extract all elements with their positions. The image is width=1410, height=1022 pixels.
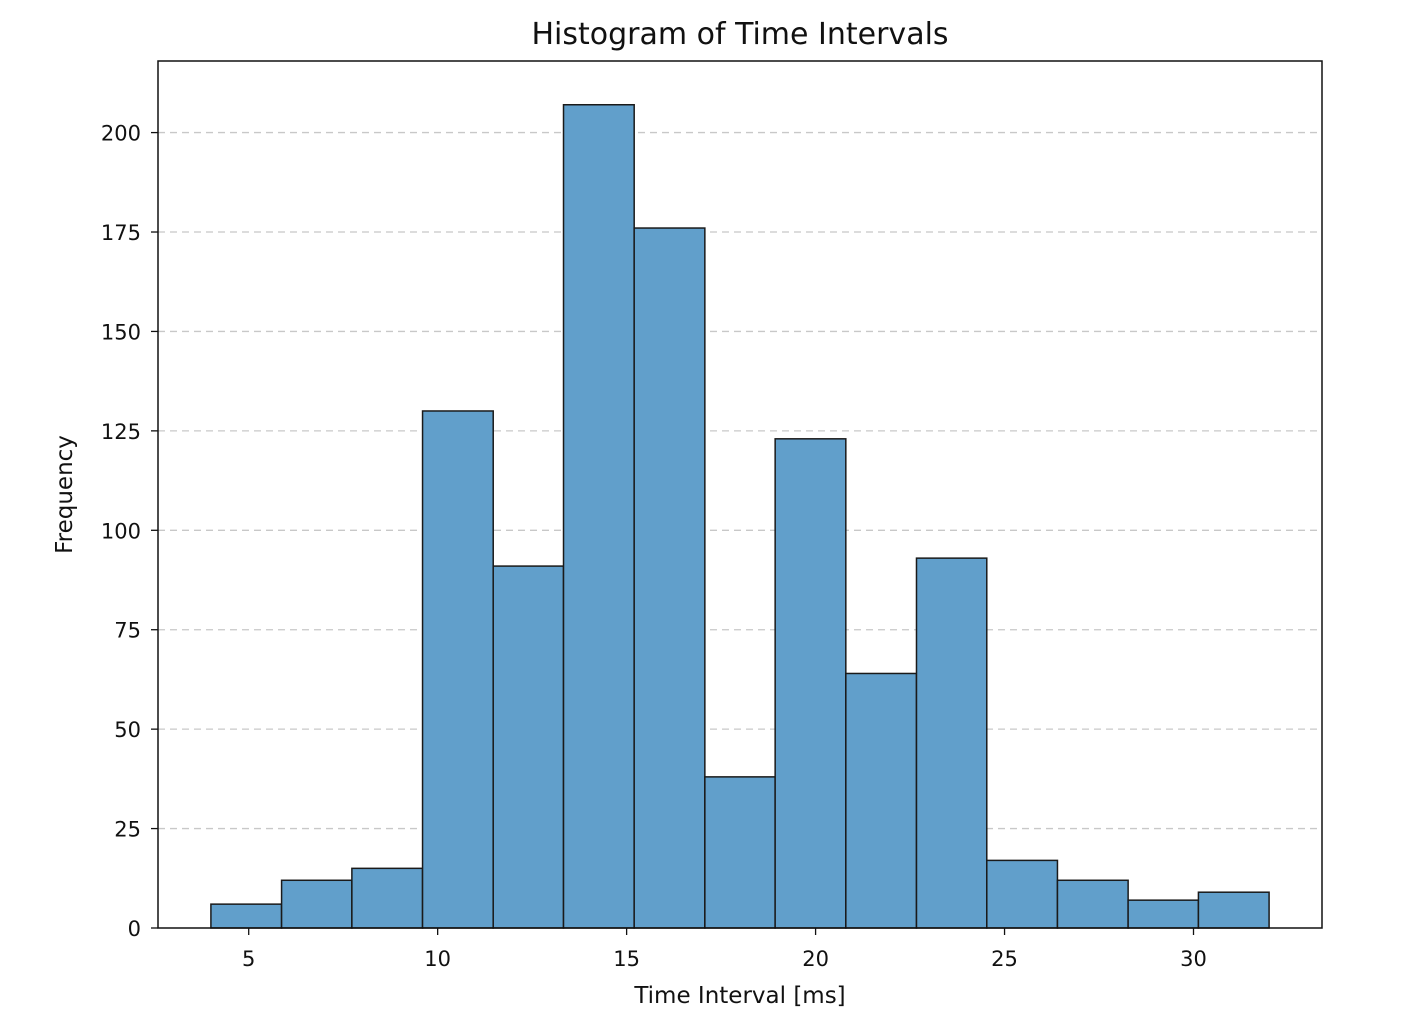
y-tick-label: 100 xyxy=(101,519,141,543)
histogram-bar xyxy=(210,903,283,929)
y-axis-ticks: 0 25 50 75 100 125 150 175 200 xyxy=(101,122,158,941)
x-tick-label: 10 xyxy=(424,947,451,971)
histogram-bar xyxy=(774,438,847,929)
histogram-bar xyxy=(915,557,988,929)
histogram-bar xyxy=(1197,891,1270,929)
x-axis-label: Time Interval [ms] xyxy=(633,983,845,1009)
x-tick-label: 20 xyxy=(802,947,829,971)
y-axis-label: Frequency xyxy=(52,435,78,554)
plot-frame xyxy=(157,60,1323,929)
histogram-bars xyxy=(210,103,1270,929)
y-tick-label: 125 xyxy=(101,420,141,444)
y-tick-label: 200 xyxy=(101,122,141,146)
x-tick-label: 25 xyxy=(991,947,1018,971)
y-tick-label: 50 xyxy=(114,718,141,742)
histogram-bar xyxy=(633,227,706,929)
chart-title: Histogram of Time Intervals xyxy=(531,17,948,52)
histogram-bar xyxy=(845,672,918,929)
histogram-bar xyxy=(986,859,1059,929)
histogram-bar xyxy=(704,776,776,929)
y-tick-label: 25 xyxy=(114,818,141,842)
histogram-bar xyxy=(1127,899,1200,929)
y-tick-label: 175 xyxy=(101,221,141,245)
histogram-bar xyxy=(421,410,494,929)
histogram-bar xyxy=(1056,879,1129,929)
histogram-bar xyxy=(492,565,565,929)
x-axis-ticks: 5 10 15 20 25 30 xyxy=(242,928,1207,971)
y-tick-label: 75 xyxy=(114,619,141,643)
histogram-bar xyxy=(562,103,635,929)
x-tick-label: 5 xyxy=(242,947,255,971)
histogram-bar xyxy=(351,867,424,929)
y-tick-label: 0 xyxy=(128,917,141,941)
y-gridlines xyxy=(158,131,1322,830)
histogram-bar xyxy=(280,879,353,929)
y-tick-label: 150 xyxy=(101,320,141,344)
x-tick-label: 30 xyxy=(1180,947,1207,971)
x-tick-label: 15 xyxy=(613,947,640,971)
